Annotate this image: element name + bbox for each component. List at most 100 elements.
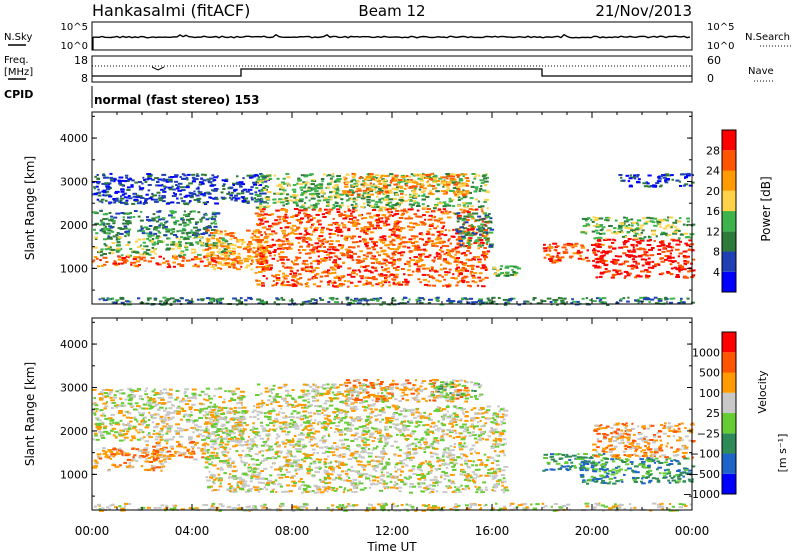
y-tick-label: 2000 [60,219,88,232]
x-tick-label: 12:00 [375,524,410,538]
freq-left-tick-top: 18 [74,54,88,67]
station-title: Hankasalmi (fitACF) [92,1,250,20]
noise-left-tick-bottom: 10^0 [61,41,88,52]
x-tick-label: 16:00 [475,524,510,538]
x-tick-label: 00:00 [675,524,710,538]
velocity-echoes [92,378,696,512]
x-tick-label: 08:00 [275,524,310,538]
echo-region [454,212,495,249]
colorbar-tick-label: −100 [690,448,720,461]
freq-panel-frame [91,55,693,83]
noise-right-label: N.Search [745,32,790,43]
noise-right-tick-bottom: 10^0 [707,41,734,52]
x-tick-label: 00:00 [75,524,110,538]
echo-region [93,502,693,512]
colorbar-tick-label: 16 [706,205,720,218]
freq-right-tick-bottom: 0 [707,72,714,85]
colorbar-swatch [722,352,736,373]
echo-region [92,387,246,442]
freq-left-tick-bottom: 8 [81,72,88,85]
colorbar-tick-label: −500 [690,468,720,481]
echo-region [618,172,695,188]
freq-label-bottom: [MHz] [4,67,33,78]
echo-region [592,422,696,459]
noise-right-tick-top: 10^5 [707,22,734,33]
y-tick-label: 1000 [60,468,88,481]
colorbar-swatch [722,433,736,454]
freq-right-tick-top: 60 [707,54,721,67]
y-tick-label: 2000 [60,425,88,438]
colorbar-swatch [722,453,736,474]
echo-region [592,238,696,279]
colorbar-tick-label: 24 [706,165,720,178]
y-tick-label: 4000 [60,132,88,145]
colorbar-swatch [722,150,736,171]
echo-region [92,172,270,206]
colorbar-tick-label: 20 [706,185,720,198]
colorbar-swatch [722,130,736,151]
velocity-colorbar-label: Velocity [756,370,769,414]
power-colorbar: 28 24 20 16 12 8 4 [706,129,737,293]
power-axes: 1000 2000 3000 4000 [60,112,693,304]
echo-region [92,209,221,238]
echo-region [579,457,696,485]
velocity-colorbar: 1000 500 100 25 −25 −100 −500 −1000 [683,331,737,501]
power-echoes [92,172,696,306]
echo-region [255,383,396,407]
nave-label: Nave [748,66,774,77]
time-axis: 00:00 04:00 08:00 12:00 16:00 20:00 00:00 [75,524,710,538]
echo-region [429,381,484,401]
colorbar-swatch [722,211,736,232]
x-tick-label: 04:00 [175,524,210,538]
date-title: 21/Nov/2013 [595,2,692,20]
colorbar-swatch [722,413,736,434]
freq-trace [92,68,692,77]
x-tick-label: 20:00 [575,524,610,538]
cpid-label: CPID [4,88,33,101]
power-panel: 1000 2000 3000 4000 Slant Range [km] 28 24 20… [23,111,773,306]
echo-region [492,265,522,277]
colorbar-swatch [722,332,736,353]
colorbar-tick-label: −1000 [683,488,720,501]
velocity-panel: 1000 2000 3000 4000 Slant Range [km] 1000 50… [23,317,789,512]
y-tick-label: 3000 [60,176,88,189]
velocity-axes: 1000 2000 3000 4000 [60,318,693,510]
colorbar-tick-label: 1000 [692,346,720,359]
colorbar-tick-label: 28 [706,144,720,157]
time-axis-label: Time UT [366,540,417,554]
power-colorbar-label: Power [dB] [759,176,773,241]
noise-panel-frame [91,21,693,51]
freq-label-top: Freq. [4,55,29,66]
colorbar-swatch [722,231,736,252]
colorbar-swatch [722,170,736,191]
power-ylabel: Slant Range [km] [23,156,37,260]
echo-region [254,207,492,253]
colorbar-tick-label: 4 [713,266,720,279]
y-tick-label: 1000 [60,262,88,275]
colorbar-swatch [722,392,736,414]
echo-region [98,296,695,306]
echo-region [92,446,171,472]
colorbar-tick-label: 12 [706,225,720,238]
colorbar-tick-label: 8 [713,246,720,259]
nave-dip [151,66,165,71]
colorbar-swatch [722,251,736,272]
freq-panel: Freq. [MHz] 18 8 60 0 Nave [4,54,774,85]
velocity-ylabel: Slant Range [km] [23,362,37,466]
colorbar-tick-label: 500 [699,367,720,380]
noise-sky-trace [92,33,691,39]
colorbar-swatch [722,190,736,212]
echo-region [254,251,489,288]
cpid-value: normal (fast stereo) 153 [94,93,260,107]
beam-title: Beam 12 [358,2,425,20]
colorbar-swatch [722,372,736,393]
y-tick-label: 4000 [60,338,88,351]
echo-region [342,172,470,197]
noise-left-label: N.Sky [4,32,32,43]
noise-left-tick-top: 10^5 [61,22,88,33]
echo-region [580,216,696,240]
y-tick-label: 3000 [60,382,88,395]
colorbar-swatch [722,473,736,495]
noise-panel: N.Sky 10^5 10^0 10^5 10^0 N.Search [4,21,792,52]
velocity-colorbar-unit: [m s⁻¹] [776,434,789,473]
